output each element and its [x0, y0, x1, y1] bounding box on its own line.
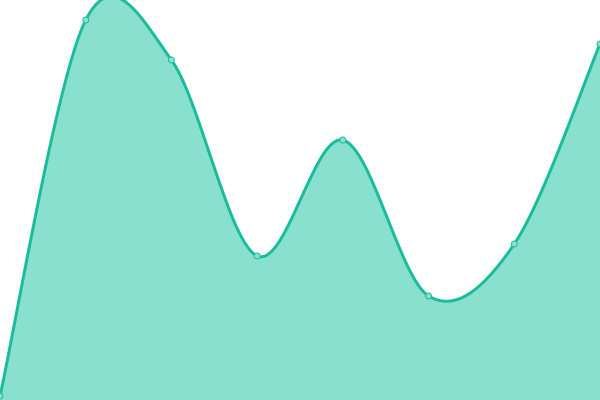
data-points [0, 16, 600, 400]
data-point-2 [167, 56, 175, 64]
data-point-7 [596, 40, 600, 48]
data-point-5 [425, 292, 433, 300]
data-point-6 [510, 240, 518, 248]
data-point-0 [0, 392, 4, 400]
data-point-1 [82, 16, 90, 24]
data-point-4 [339, 136, 347, 144]
data-point-3 [253, 252, 261, 260]
